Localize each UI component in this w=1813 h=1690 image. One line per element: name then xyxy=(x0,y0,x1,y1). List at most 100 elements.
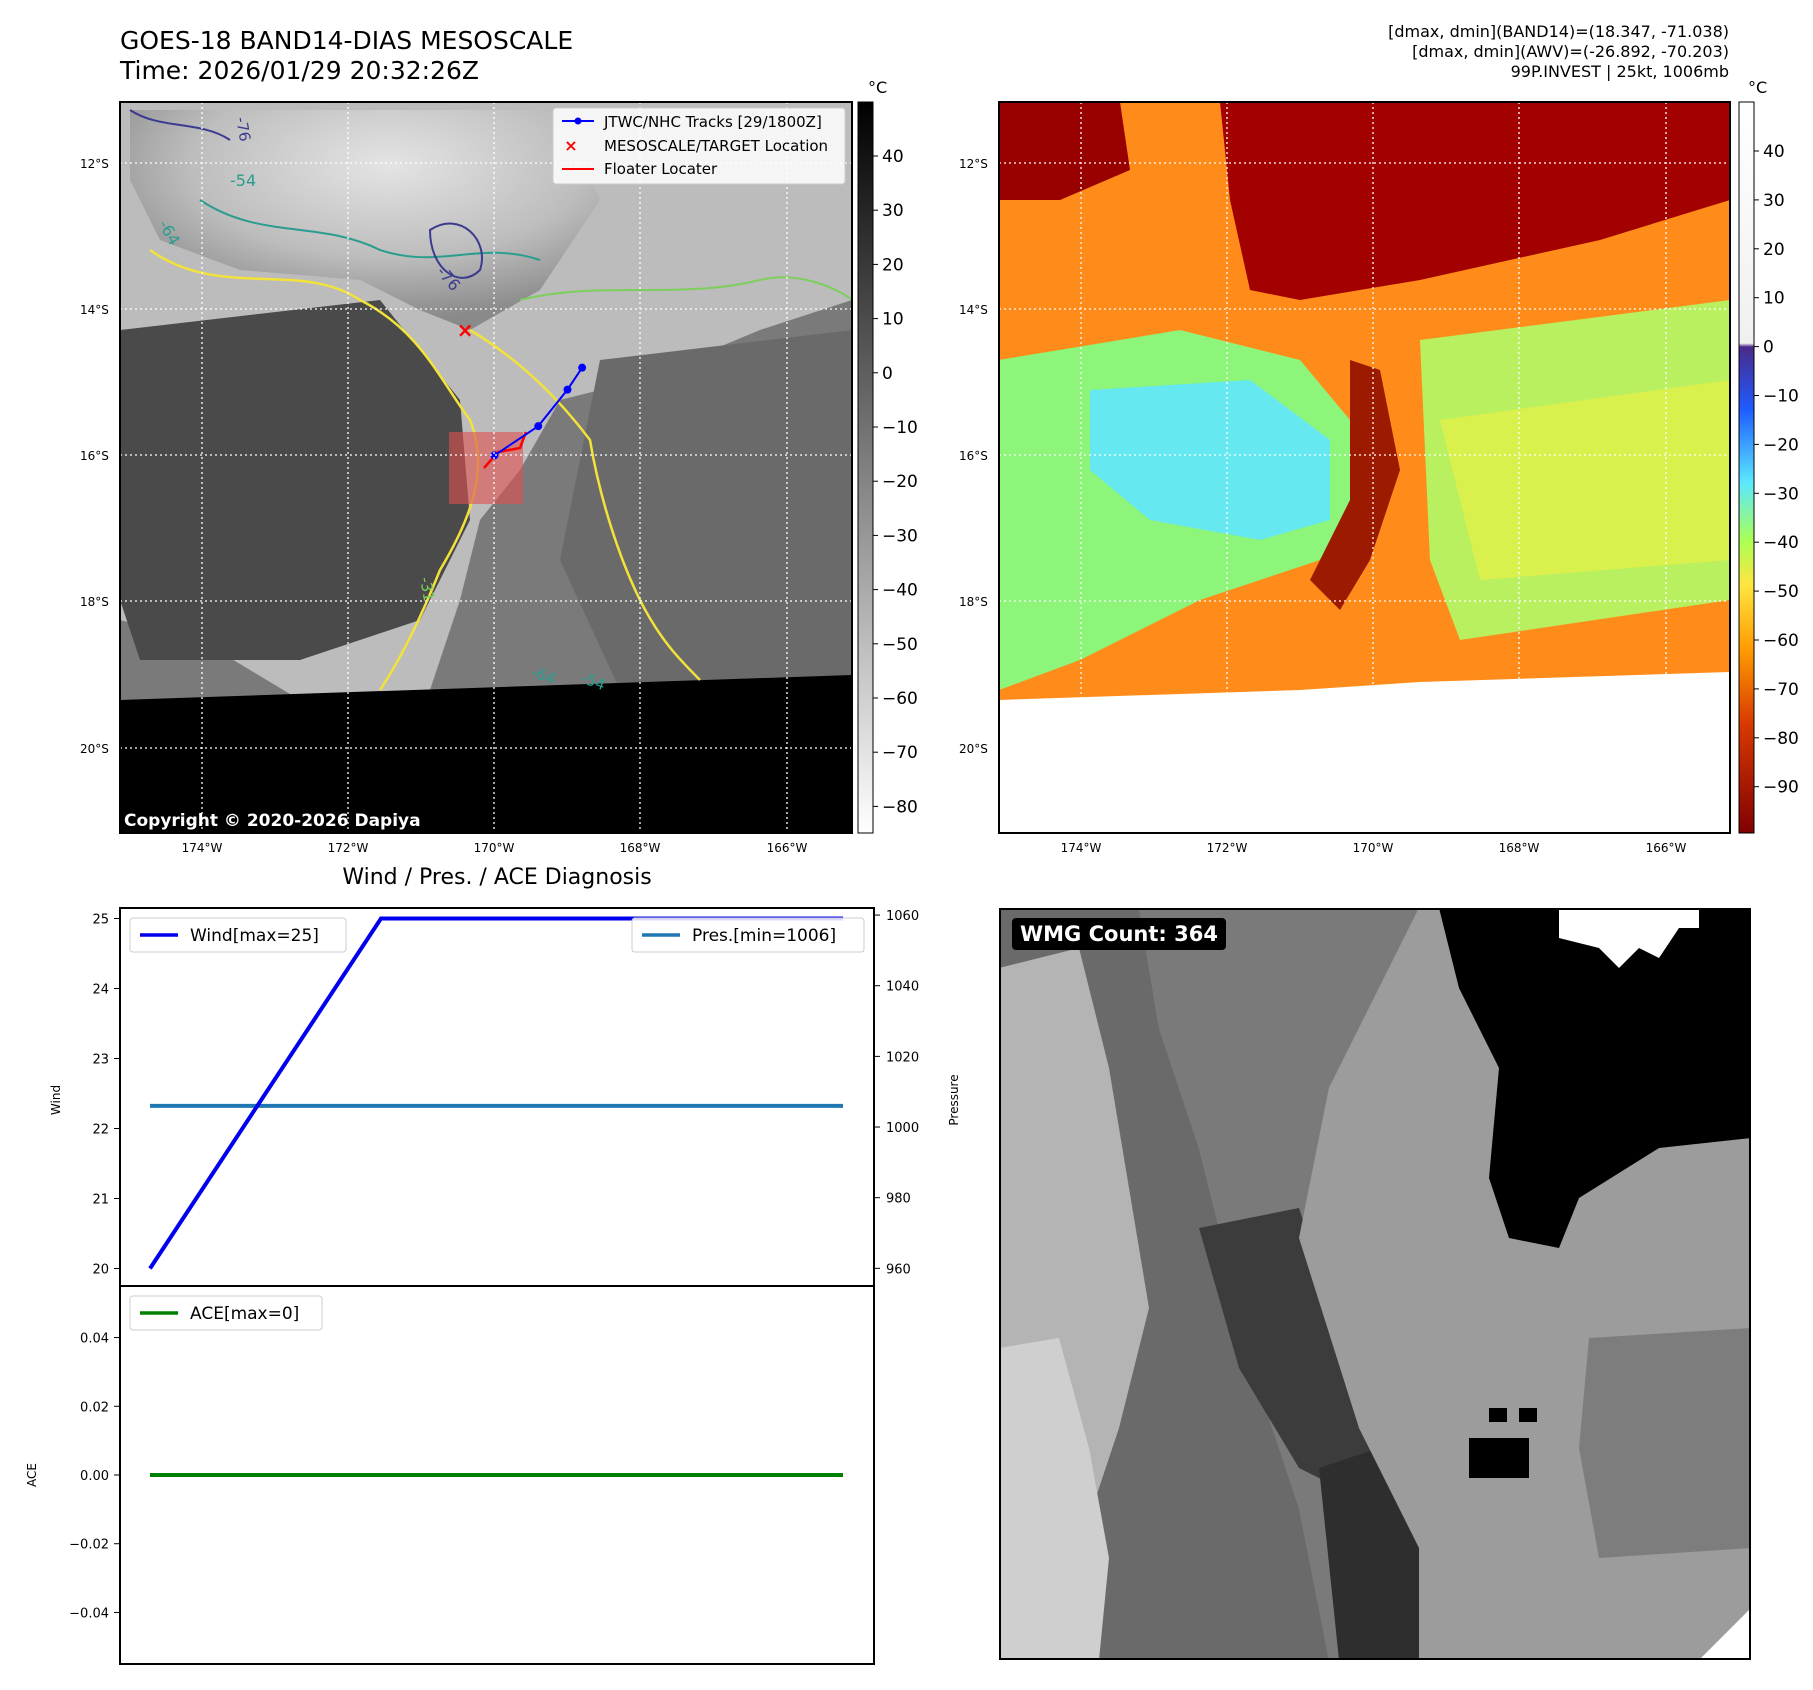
wmg-image xyxy=(999,908,1751,1660)
main-title: GOES-18 BAND14-DIAS MESOSCALE Time: 2026… xyxy=(120,26,573,86)
wind-legend: Wind[max=25] xyxy=(129,917,347,953)
left-map-lat-labels: 12°S 14°S 16°S 18°S 20°S xyxy=(80,157,109,756)
colorbar-tick-label: −30 xyxy=(1763,484,1799,504)
lon-label: 168°W xyxy=(1499,841,1540,855)
colorbar-tick-label: 10 xyxy=(882,310,904,330)
ace-tick-label: 0.04 xyxy=(80,1332,109,1347)
right-map-image xyxy=(999,102,1730,833)
colorbar-tick-label: −10 xyxy=(882,418,918,438)
colorbar-tick-label: −60 xyxy=(882,689,918,709)
legend-track-marker xyxy=(574,117,582,125)
lat-label: 14°S xyxy=(959,303,988,317)
colorbar-tick-label: −70 xyxy=(1763,680,1799,700)
pressure-tick-label: 1040 xyxy=(886,980,919,995)
right-colorbar: °C 40 30 20 10 0 −10 −20 −30 −40 −50 −60 −70 −80 −90 xyxy=(1738,78,1799,834)
colorbar-tick-label: 30 xyxy=(882,201,904,221)
left-map-lon-labels: 174°W 172°W 170°W 168°W 166°W xyxy=(182,841,808,855)
copyright-text: Copyright © 2020-2026 Dapiya xyxy=(124,811,421,831)
wind-tick-label: 20 xyxy=(92,1263,109,1278)
lon-label: 174°W xyxy=(182,841,223,855)
lon-label: 166°W xyxy=(767,841,808,855)
colorbar-tick-label: 0 xyxy=(882,364,893,384)
colorbar-tick-label: −80 xyxy=(1763,729,1799,749)
lat-label: 20°S xyxy=(80,742,109,756)
stats-title: [dmax, dmin](BAND14)=(18.347, -71.038) [… xyxy=(1388,22,1729,82)
lat-label: 18°S xyxy=(80,595,109,609)
target-marker: × xyxy=(457,318,474,342)
stats-line-3: 99P.INVEST | 25kt, 1006mb xyxy=(1510,62,1729,81)
pressure-tick-label: 1020 xyxy=(886,1050,919,1065)
ace-tick-label: 0.02 xyxy=(80,1400,109,1415)
track-line xyxy=(493,367,583,457)
pressure-axis-ticks: 1060 1040 1020 1000 980 960 xyxy=(874,909,919,1277)
colorbar-tick-label: 40 xyxy=(882,147,904,167)
title-line-2: Time: 2026/01/29 20:32:26Z xyxy=(120,56,479,85)
wmg-count-badge: WMG Count: 364 xyxy=(1012,918,1226,950)
diagnosis-title: Wind / Pres. / ACE Diagnosis xyxy=(342,865,652,890)
pressure-legend-label: Pres.[min=1006] xyxy=(692,926,836,946)
left-map-image: × -54 -64 -76 -31 -64 -54 -76 Copyright … xyxy=(120,102,852,833)
colorbar-tick-label: −40 xyxy=(1763,533,1799,553)
left-colorbar-unit: °C xyxy=(868,78,887,97)
colorbar-tick-label: −90 xyxy=(1763,778,1799,798)
pressure-tick-label: 980 xyxy=(886,1192,911,1207)
wind-tick-label: 25 xyxy=(92,913,109,928)
left-map-gridlines xyxy=(120,102,852,833)
stats-line-2: [dmax, dmin](AWV)=(-26.892, -70.203) xyxy=(1412,42,1729,61)
pressure-legend: Pres.[min=1006] xyxy=(631,917,865,953)
lon-label: 172°W xyxy=(328,841,369,855)
colorbar-tick-label: 0 xyxy=(1763,338,1774,358)
pressure-tick-label: 960 xyxy=(886,1262,911,1277)
legend-floater-label: Floater Locater xyxy=(604,160,718,178)
lat-label: 16°S xyxy=(959,449,988,463)
lon-label: 172°W xyxy=(1207,841,1248,855)
title-line-1: GOES-18 BAND14-DIAS MESOSCALE xyxy=(120,26,574,55)
wind-axis-ticks: 25 24 23 22 21 20 xyxy=(92,913,120,1278)
left-map-frame xyxy=(119,101,853,834)
wind-tick-label: 23 xyxy=(92,1053,109,1068)
stats-line-1: [dmax, dmin](BAND14)=(18.347, -71.038) xyxy=(1388,22,1729,41)
ace-axis-label: ACE xyxy=(25,1463,39,1487)
colorbar-tick-label: −70 xyxy=(882,743,918,763)
pressure-tick-label: 1000 xyxy=(886,1121,919,1136)
right-colorbar-ticks: 40 30 20 10 0 −10 −20 −30 −40 −50 −60 −70 −80 −90 xyxy=(1754,142,1799,798)
contour-label: -31 xyxy=(416,576,438,603)
floater-locater-line xyxy=(483,431,528,469)
lat-label: 12°S xyxy=(959,157,988,171)
wind-tick-label: 22 xyxy=(92,1123,109,1138)
colorbar-tick-label: −50 xyxy=(882,635,918,655)
colorbar-tick-label: −80 xyxy=(882,797,918,817)
contour-label: -76 xyxy=(232,116,254,143)
lon-label: 170°W xyxy=(474,841,515,855)
right-map-gridlines xyxy=(999,102,1730,833)
ace-tick-label: −0.04 xyxy=(69,1606,109,1621)
lon-label: 174°W xyxy=(1061,841,1102,855)
track-point xyxy=(578,363,587,372)
lat-label: 18°S xyxy=(959,595,988,609)
pressure-tick-label: 1060 xyxy=(886,909,919,924)
colorbar-tick-label: −30 xyxy=(882,526,918,546)
colorbar-tick-label: −40 xyxy=(882,581,918,601)
left-colorbar-bar xyxy=(857,101,874,834)
lat-label: 16°S xyxy=(80,449,109,463)
wind-pressure-panel xyxy=(119,907,875,1287)
ace-axis-ticks: 0.04 0.02 0.00 −0.02 −0.04 xyxy=(69,1332,120,1621)
colorbar-tick-label: −10 xyxy=(1763,387,1799,407)
colorbar-tick-label: 20 xyxy=(1763,240,1785,260)
track-point xyxy=(563,385,572,394)
lat-label: 14°S xyxy=(80,303,109,317)
track-point xyxy=(534,422,543,431)
wind-legend-label: Wind[max=25] xyxy=(190,926,319,946)
colorbar-tick-label: 20 xyxy=(882,255,904,275)
track-layer: × xyxy=(457,318,587,460)
colorbar-tick-label: −50 xyxy=(1763,582,1799,602)
pressure-axis-label: Pressure xyxy=(947,1074,961,1125)
legend-target-marker: × xyxy=(564,136,577,155)
ace-legend-label: ACE[max=0] xyxy=(190,1304,299,1324)
right-colorbar-bar xyxy=(1738,101,1755,834)
wmg-panel xyxy=(999,908,1751,1660)
contour-label: -54 xyxy=(230,171,256,190)
left-colorbar: °C 40 30 20 10 0 −10 −20 −30 −40 −50 −60 −70 −80 xyxy=(857,78,918,834)
ace-tick-label: 0.00 xyxy=(80,1469,109,1484)
